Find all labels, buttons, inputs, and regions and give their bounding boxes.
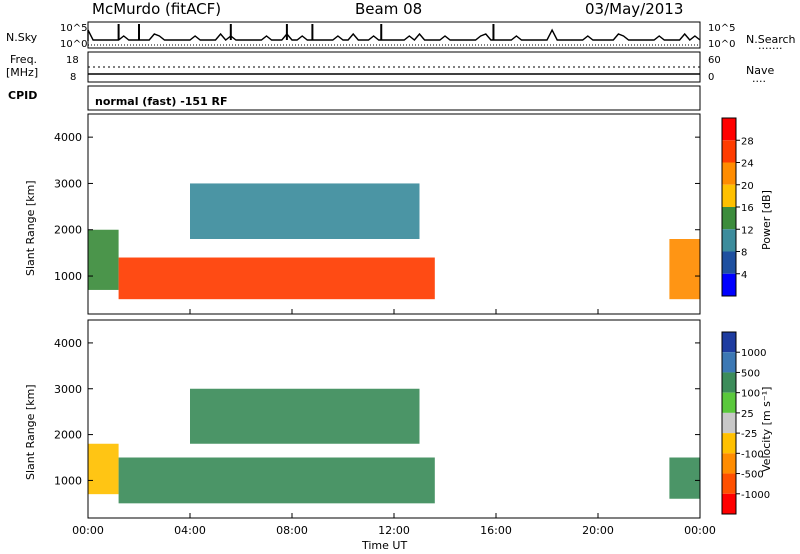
nsearch-dots: ....... <box>758 39 783 52</box>
velocity-ytick-label: 4000 <box>54 337 82 350</box>
xtick-label: 04:00 <box>174 524 206 537</box>
power-ytick-label: 4000 <box>54 131 82 144</box>
power-ytick-label: 3000 <box>54 177 82 190</box>
velocity-region <box>118 457 435 504</box>
xtick-label: 00:00 <box>684 524 716 537</box>
velocity-colorbar-tick-label: -25 <box>741 429 757 440</box>
power-colorbar-segment <box>722 140 736 163</box>
velocity-colorbar-segment <box>722 392 736 413</box>
velocity-colorbar-tick-label: 100 <box>741 389 760 400</box>
power-colorbar-tick-label: 24 <box>741 159 754 170</box>
power-colorbar-tick-label: 4 <box>741 270 747 281</box>
velocity-colorbar-frame <box>721 331 737 515</box>
freq-label: Freq. <box>10 53 38 66</box>
xtick-label: 08:00 <box>276 524 308 537</box>
nave-dots: .... <box>752 72 766 85</box>
nsearch-label: N.Search <box>746 33 796 46</box>
velocity-colorbar-segment <box>722 433 736 454</box>
power-colorbar-segment <box>722 251 736 274</box>
velocity-colorbar-tick-label: -500 <box>741 470 764 481</box>
date-title: 03/May/2013 <box>585 0 684 18</box>
velocity-colorbar-tick-label: -1000 <box>741 490 770 501</box>
power-ytick-label: 1000 <box>54 270 82 283</box>
velocity-colorbar-segment <box>722 453 736 474</box>
station-title: McMurdo (fitACF) <box>92 0 222 18</box>
noise-panel-frame <box>87 21 701 49</box>
xaxis-title: Time UT <box>362 539 408 552</box>
velocity-colorbar-segment <box>722 352 736 373</box>
noise-left-tick-top: 10^5 <box>60 23 88 34</box>
velocity-ytick-label: 3000 <box>54 383 82 396</box>
power-colorbar-segment <box>722 184 736 207</box>
beam-title: Beam 08 <box>355 0 423 18</box>
power-colorbar-segment <box>722 207 736 230</box>
power-region <box>190 183 420 239</box>
velocity-region <box>88 443 119 495</box>
power-colorbar-tick-label: 12 <box>741 225 754 236</box>
velocity-colorbar-segment <box>722 372 736 393</box>
power-region <box>88 229 119 290</box>
power-colorbar-segment <box>722 118 736 141</box>
power-colorbar-tick-label: 20 <box>741 181 754 192</box>
velocity-colorbar-tick-label: 500 <box>741 368 760 379</box>
power-ytick-label: 2000 <box>54 224 82 237</box>
noise-right-tick-bottom: 10^0 <box>708 39 736 50</box>
velocity-region <box>190 388 420 444</box>
velocity-colorbar-tick-label: -100 <box>741 449 764 460</box>
noise-right-tick-top: 10^5 <box>708 23 736 34</box>
xtick-label: 00:00 <box>72 524 104 537</box>
power-colorbar-segment <box>722 229 736 252</box>
power-region <box>669 239 700 300</box>
cpid-label: CPID <box>8 89 38 102</box>
nave-right-tick-top: 60 <box>708 55 721 66</box>
velocity-ytick-label: 1000 <box>54 474 82 487</box>
power-colorbar-segment <box>722 162 736 185</box>
velocity-colorbar-segment <box>722 332 736 353</box>
cpid-panel-frame <box>87 85 701 111</box>
power-colorbar-tick-label: 8 <box>741 248 747 259</box>
velocity-colorbar-segment <box>722 412 736 434</box>
velocity-region <box>669 457 700 499</box>
power-colorbar-tick-label: 28 <box>741 136 754 147</box>
cpid-text: normal (fast) -151 RF <box>95 95 228 108</box>
noise-left-tick-bottom: 10^0 <box>60 39 88 50</box>
power-colorbar-tick-label: 16 <box>741 203 754 214</box>
velocity-ytick-label: 2000 <box>54 429 82 442</box>
power-colorbar-segment <box>722 273 736 296</box>
freq-left-tick-bottom: 8 <box>70 72 77 83</box>
xtick-label: 12:00 <box>378 524 410 537</box>
mhz-label: [MHz] <box>6 66 39 79</box>
nave-label: Nave <box>746 64 775 77</box>
velocity-colorbar-segment <box>722 493 736 514</box>
nave-right-tick-bottom: 0 <box>708 72 715 83</box>
velocity-colorbar-segment <box>722 473 736 494</box>
noise-sky-line <box>87 28 701 41</box>
velocity-colorbar-tick-label: 25 <box>741 409 754 420</box>
xtick-label: 20:00 <box>582 524 614 537</box>
power-region <box>118 257 435 300</box>
nsky-label: N.Sky <box>6 31 38 44</box>
xtick-label: 16:00 <box>480 524 512 537</box>
freq-left-tick-top: 18 <box>66 55 79 66</box>
velocity-colorbar-tick-label: 1000 <box>741 348 766 359</box>
